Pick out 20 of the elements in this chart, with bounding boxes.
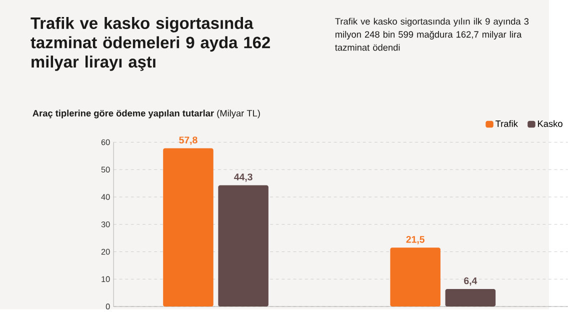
- y-tick-label: 0: [106, 304, 110, 310]
- data-label: 57,8: [179, 136, 198, 146]
- bar: [445, 289, 496, 307]
- bar: [218, 185, 268, 307]
- bar: [163, 148, 214, 307]
- data-label: 6,4: [464, 278, 478, 286]
- legend-label: Kasko: [538, 120, 562, 128]
- y-axis-title: Araç tiplerine göre ödeme yapılan tutarlar (Milyar TL): [32, 110, 260, 119]
- y-tick-label: 20: [101, 249, 110, 255]
- chart-subtitle: Trafik ve kasko sigortasında yılın ilk 9 ayında 3 milyon 248 bin 599 mağdura 162,7 milyar lira tazminat ödendi: [335, 18, 529, 51]
- data-label: 44,3: [234, 174, 252, 182]
- y-tick-label: 30: [101, 222, 110, 228]
- legend-label: Trafik: [496, 120, 518, 128]
- bar: [390, 248, 440, 307]
- chart-title: Trafik ve kasko sigortasında tazminat ödemeleri 9 ayda 162 milyar lirayı aştı: [30, 17, 270, 72]
- y-tick-label: 10: [102, 276, 110, 282]
- data-label: 21,5: [406, 236, 424, 244]
- y-tick-label: 50: [101, 166, 110, 173]
- y-tick-label: 40: [101, 194, 110, 200]
- y-tick-label: 60: [101, 140, 110, 146]
